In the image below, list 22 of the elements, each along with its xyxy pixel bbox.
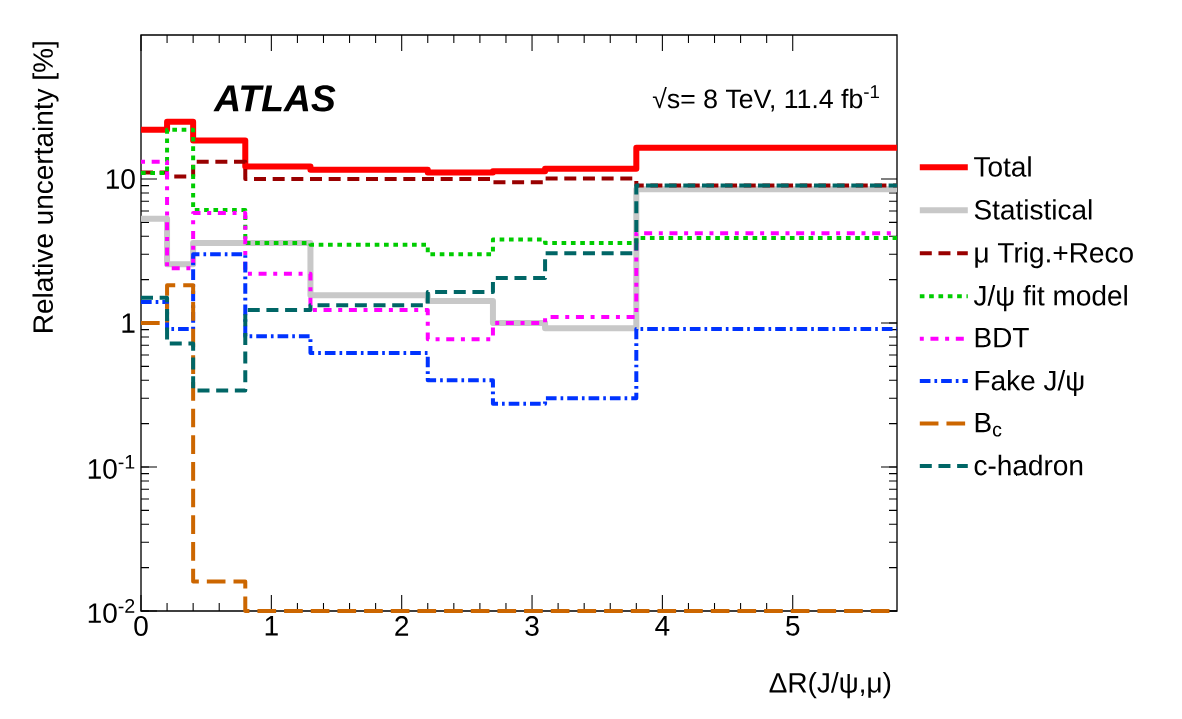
x-axis-title: ΔR(J/ψ,μ)	[769, 672, 891, 699]
legend-label: J/ψ fit model	[973, 285, 1127, 312]
legend-label: BDT	[975, 328, 1029, 348]
x-tick-label: 2	[395, 616, 409, 636]
x-tick-label: 1	[265, 616, 278, 636]
y-tick-label: 10	[106, 169, 135, 189]
legend-label: μ Trig.+Reco	[975, 242, 1133, 269]
x-tick-label: 0	[134, 616, 148, 636]
legend-label: B$_{c}$	[975, 412, 1002, 437]
legend-label: Statistical	[974, 199, 1092, 220]
y-tick-label: 10$^{-1}$	[88, 455, 135, 479]
legend-label: Fake J/ψ	[975, 369, 1084, 397]
x-tick-label: 5	[786, 616, 800, 636]
x-tick-label: 3	[525, 616, 539, 636]
y-axis-title: Relative uncertainty [%]	[32, 42, 59, 332]
annotation: ATLAS	[213, 85, 336, 112]
y-tick-label: 10$^{-2}$	[88, 599, 135, 623]
x-tick-label: 4	[655, 616, 670, 636]
legend-label: c-hadron	[974, 454, 1083, 476]
annotation: √s= 8 TeV, 11.4 fb$^{-1}$	[652, 85, 879, 112]
legend-label: Total	[974, 156, 1031, 177]
y-tick-label: 1	[122, 313, 135, 333]
